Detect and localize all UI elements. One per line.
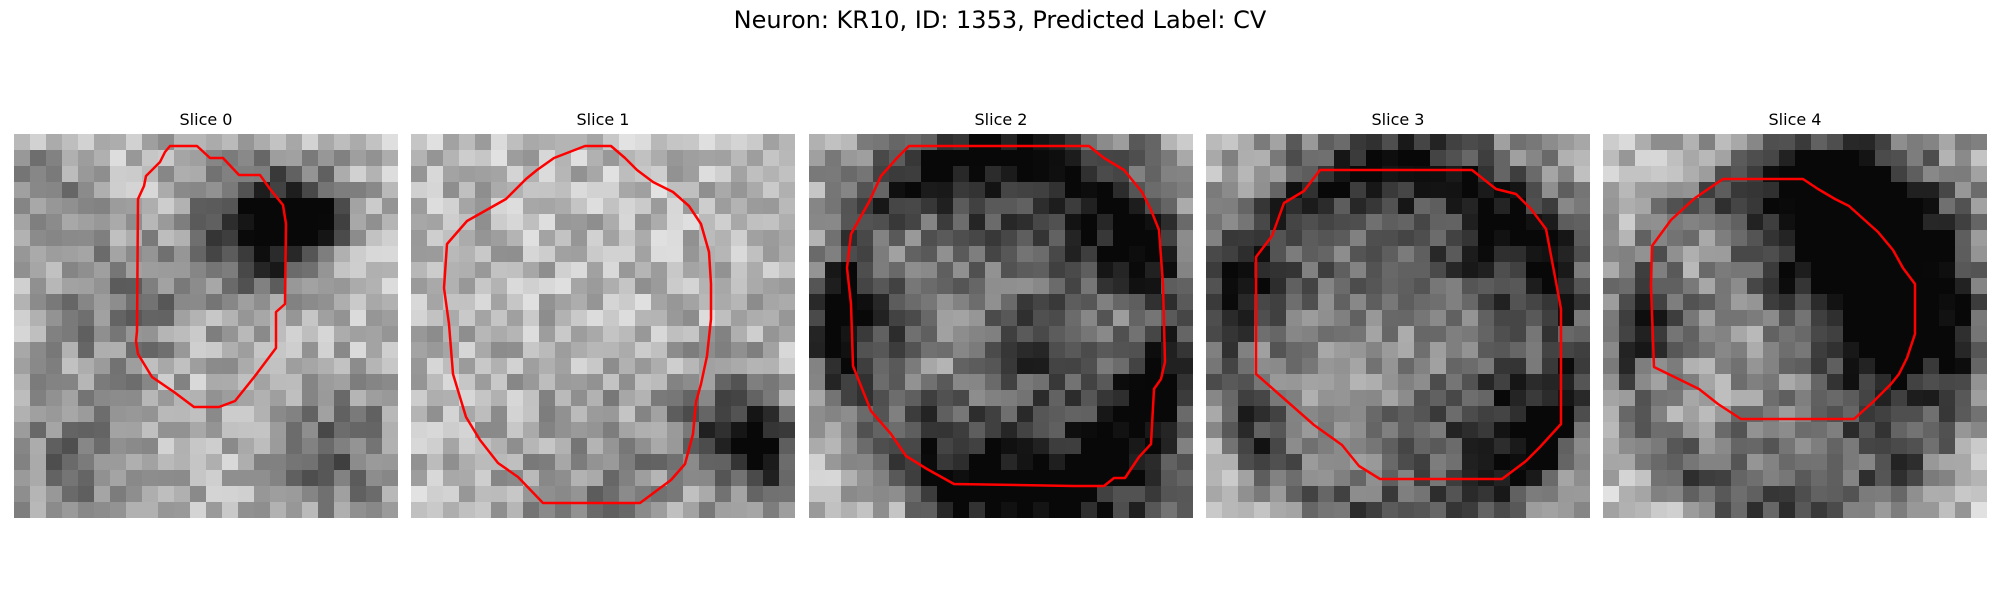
slice-panel-3: Slice 3 [1206,108,1590,518]
roi-contour-4 [1649,177,1917,421]
slice-image-4 [1603,134,1987,518]
slice-title-0: Slice 0 [179,110,233,129]
roi-contour-3 [1254,168,1563,481]
figure-title: Neuron: KR10, ID: 1353, Predicted Label:… [733,6,1267,34]
roi-contour-0 [134,144,288,409]
slice-panel-1: Slice 1 [411,108,795,518]
slice-title-3: Slice 3 [1371,110,1425,129]
grayscale-image-1 [411,134,795,518]
roi-contour-1 [442,144,713,505]
grayscale-image-4 [1603,134,1987,518]
grayscale-image-3 [1206,134,1590,518]
slice-title-4: Slice 4 [1768,110,1822,129]
slice-image-3 [1206,134,1590,518]
slice-panel-2: Slice 2 [809,108,1193,518]
slice-image-0 [14,134,398,518]
slice-image-1 [411,134,795,518]
slice-image-2 [809,134,1193,518]
slice-title-2: Slice 2 [974,110,1028,129]
roi-contour-2 [845,144,1167,488]
grayscale-image-0 [14,134,398,518]
slice-title-1: Slice 1 [576,110,630,129]
slice-panel-4: Slice 4 [1603,108,1987,518]
slice-panel-0: Slice 0 [14,108,398,518]
